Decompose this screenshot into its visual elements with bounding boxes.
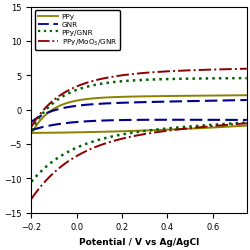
- X-axis label: Potential / V vs Ag/AgCl: Potential / V vs Ag/AgCl: [79, 237, 198, 246]
- Legend: PPy, GNR, PPy/GNR, PPy/MoO$_3$/GNR: PPy, GNR, PPy/GNR, PPy/MoO$_3$/GNR: [35, 11, 119, 51]
